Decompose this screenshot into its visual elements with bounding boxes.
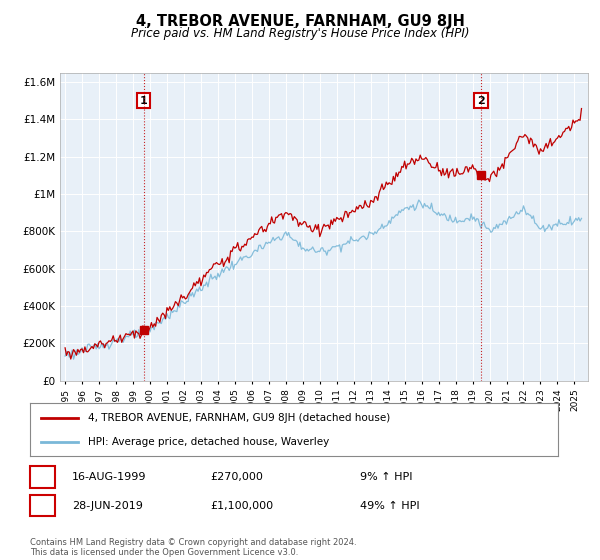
Text: 1: 1 bbox=[140, 96, 148, 105]
Text: £270,000: £270,000 bbox=[210, 472, 263, 482]
Text: £1,100,000: £1,100,000 bbox=[210, 501, 273, 511]
Text: HPI: Average price, detached house, Waverley: HPI: Average price, detached house, Wave… bbox=[88, 436, 329, 446]
Text: 28-JUN-2019: 28-JUN-2019 bbox=[72, 501, 143, 511]
Text: 4, TREBOR AVENUE, FARNHAM, GU9 8JH (detached house): 4, TREBOR AVENUE, FARNHAM, GU9 8JH (deta… bbox=[88, 413, 391, 423]
Text: 16-AUG-1999: 16-AUG-1999 bbox=[72, 472, 146, 482]
Text: Price paid vs. HM Land Registry's House Price Index (HPI): Price paid vs. HM Land Registry's House … bbox=[131, 27, 469, 40]
Text: 9% ↑ HPI: 9% ↑ HPI bbox=[360, 472, 413, 482]
Text: Contains HM Land Registry data © Crown copyright and database right 2024.
This d: Contains HM Land Registry data © Crown c… bbox=[30, 538, 356, 557]
Text: 2: 2 bbox=[477, 96, 485, 105]
Text: 49% ↑ HPI: 49% ↑ HPI bbox=[360, 501, 419, 511]
Text: 4, TREBOR AVENUE, FARNHAM, GU9 8JH: 4, TREBOR AVENUE, FARNHAM, GU9 8JH bbox=[136, 14, 464, 29]
Text: 1: 1 bbox=[39, 472, 46, 482]
Text: 2: 2 bbox=[39, 501, 46, 511]
